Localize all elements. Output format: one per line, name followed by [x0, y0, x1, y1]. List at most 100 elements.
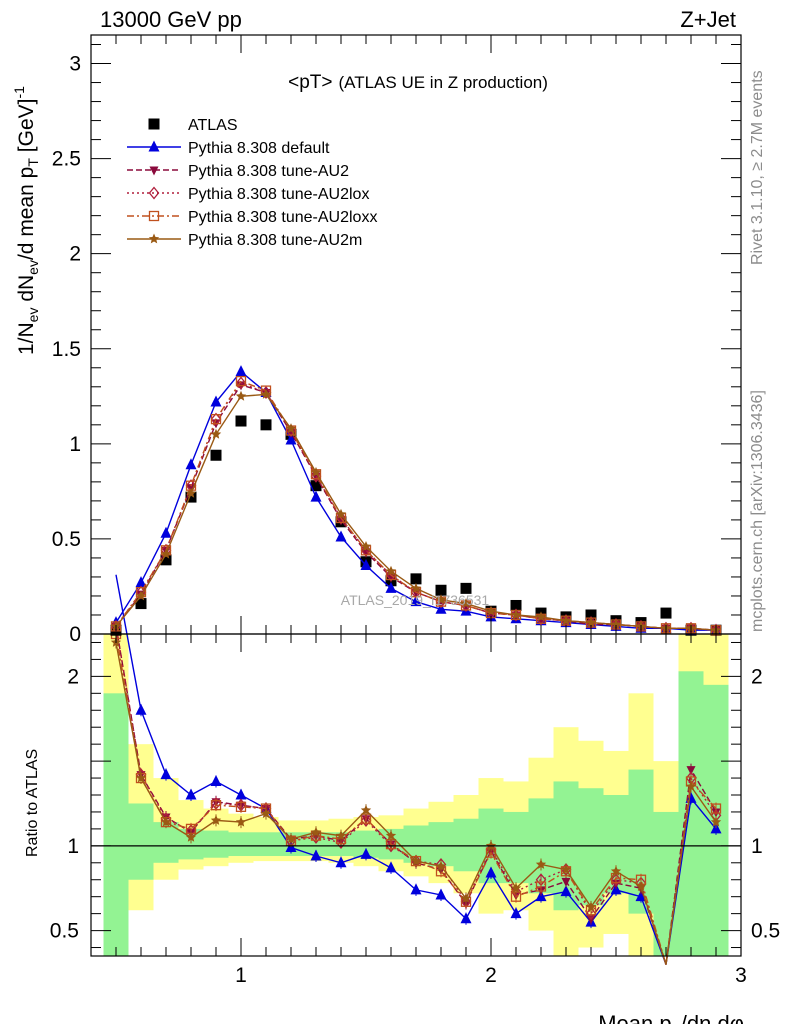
ratio-y-tick-label: 1	[67, 835, 79, 858]
ratio-point-default	[185, 788, 197, 800]
main-point-au2m	[360, 541, 372, 551]
ratio-point-au2m	[185, 831, 197, 842]
ratio-band-green	[253, 832, 279, 857]
ratio-bands	[103, 634, 729, 956]
chart-title: <pT> (ATLAS UE in Z production)	[288, 72, 548, 93]
main-point-au2m	[560, 615, 572, 626]
ratio-point-au2m	[685, 781, 697, 791]
legend-label: ATLAS	[188, 117, 238, 134]
ratio-point-default	[460, 912, 472, 924]
main-point-au2lox	[235, 376, 247, 390]
ratio-band-green	[153, 822, 179, 863]
ratio-point-au2loxx	[210, 800, 222, 811]
ratio-point-au2	[686, 766, 696, 776]
ratio-point-au2m	[585, 901, 597, 912]
ratio-point-au2m	[435, 860, 447, 871]
legend: ATLAS Pythia 8.308 default Pythia 8.308 tu…	[127, 117, 377, 249]
legend-label: Pythia 8.308 tune-AU2loxx	[188, 209, 377, 226]
main-point-au2loxx	[235, 375, 247, 387]
ratio-point-au2m	[235, 816, 247, 827]
ratio-point-default	[160, 768, 172, 780]
x-tick-label: 2	[485, 964, 497, 987]
mcplots-label: mcplots.cern.ch [arXiv:1306.3436]	[749, 390, 766, 632]
main-point-au2m	[585, 617, 597, 627]
main-point-atlas	[310, 480, 322, 492]
main-point-default	[285, 433, 297, 445]
x-tick-label: 1	[235, 964, 247, 987]
y-tick-label: 3	[69, 53, 81, 76]
ratio-point-default	[135, 703, 147, 715]
y-tick-label: 0	[69, 623, 81, 646]
ratio-band-green	[578, 788, 604, 906]
x-tick-label: 3	[735, 964, 747, 987]
ratio-band-green	[103, 693, 129, 956]
ratio-band-green	[653, 811, 679, 956]
ratio-point-default	[635, 890, 647, 902]
ratio-point-default	[485, 866, 497, 878]
legend-marker	[148, 233, 160, 244]
ratio-point-au2m	[360, 804, 372, 815]
main-point-au2lox	[260, 385, 272, 400]
main-point-atlas	[135, 598, 147, 610]
main-point-atlas	[435, 584, 447, 596]
energy-label: 13000 GeV pp	[100, 7, 242, 32]
main-point-default	[360, 559, 372, 571]
main-point-au2	[386, 573, 396, 583]
ratio-band-green	[678, 671, 704, 956]
ratio-band-green	[503, 811, 529, 884]
ratio-series	[91, 574, 741, 965]
ratio-point-au2m	[710, 816, 722, 827]
ratio-point-au2lox	[585, 907, 597, 921]
main-point-au2m	[260, 388, 272, 399]
main-point-default	[210, 395, 222, 407]
main-point-atlas	[160, 554, 172, 566]
ratio-point-default	[360, 847, 372, 859]
ratio-point-default	[210, 774, 222, 786]
ratio-point-au2m	[260, 808, 272, 819]
main-point-default	[310, 490, 322, 502]
ratio-point-au2m	[135, 772, 147, 783]
main-point-default	[385, 581, 397, 593]
main-point-au2m	[460, 598, 472, 608]
ratio-point-au2loxx	[710, 803, 722, 814]
main-point-atlas	[235, 415, 247, 427]
main-point-au2m	[335, 508, 347, 519]
ratio-band-green	[453, 818, 479, 872]
y-tick-label: 1.5	[52, 338, 81, 361]
ratio-point-default	[310, 849, 322, 861]
main-point-au2m	[160, 548, 172, 559]
ratio-point-au2m	[285, 833, 297, 844]
ratio-point-au2m	[210, 814, 222, 825]
ratio-point-au2loxx	[535, 881, 547, 892]
legend-label: Pythia 8.308 tune-AU2m	[188, 232, 362, 249]
ratio-point-au2m	[560, 864, 572, 874]
y-tick-label: 1	[69, 433, 81, 456]
ratio-point-au2m	[460, 892, 472, 903]
ratio-band-green	[228, 832, 254, 857]
ratio-point-au2m	[610, 865, 622, 876]
ratio-point-au2lox	[360, 813, 372, 827]
main-point-au2m	[485, 605, 497, 616]
main-point-au2m	[135, 590, 147, 601]
ratio-point-default	[435, 888, 447, 900]
legend-entry-au2loxx: Pythia 8.308 tune-AU2loxx	[127, 209, 377, 226]
main-point-au2loxx	[210, 413, 222, 425]
legend-entry-au2: Pythia 8.308 tune-AU2	[127, 163, 349, 180]
legend-marker	[148, 118, 160, 130]
main-point-au2m	[385, 565, 397, 576]
ratio-point-default	[560, 885, 572, 897]
ratio-point-au2m	[310, 826, 322, 837]
main-point-default	[335, 530, 347, 542]
legend-marker	[148, 186, 160, 200]
y-tick-label: 2	[69, 243, 81, 266]
ratio-point-au2loxx	[235, 801, 247, 813]
legend-label: Pythia 8.308 tune-AU2	[188, 163, 349, 180]
y-tick-label: 0.5	[52, 528, 81, 551]
ratio-point-default	[510, 907, 522, 919]
legend-marker	[148, 140, 160, 152]
ratio-y-tick-label-right: 2	[751, 665, 763, 688]
legend-entry-au2m: Pythia 8.308 tune-AU2m	[127, 232, 362, 249]
main-point-atlas	[585, 609, 597, 621]
main-point-au2m	[185, 487, 197, 498]
main-point-au2lox	[310, 469, 322, 483]
